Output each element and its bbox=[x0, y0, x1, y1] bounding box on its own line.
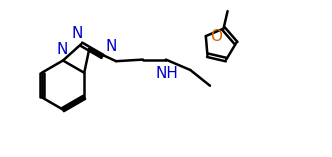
Text: O: O bbox=[210, 29, 222, 44]
Text: N: N bbox=[72, 27, 83, 41]
Text: N: N bbox=[105, 39, 117, 54]
Text: N: N bbox=[56, 42, 68, 57]
Text: NH: NH bbox=[155, 66, 178, 81]
